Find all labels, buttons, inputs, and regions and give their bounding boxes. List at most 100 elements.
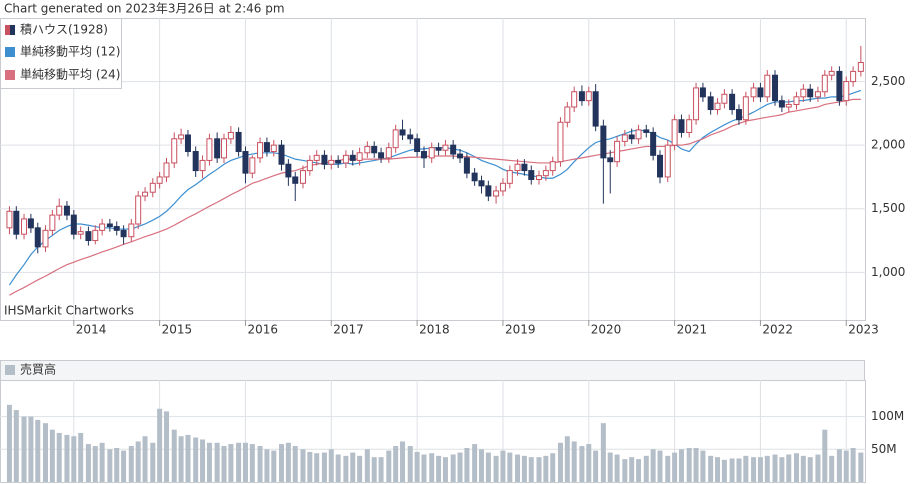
volume-bar: [214, 442, 220, 482]
candle-body: [356, 152, 363, 161]
volume-bar: [343, 455, 349, 482]
volume-bar: [328, 449, 334, 482]
candle-body: [506, 170, 513, 184]
candle-body: [450, 144, 457, 155]
candle-body: [549, 161, 556, 172]
volume-bar: [71, 436, 77, 482]
candle-body: [785, 103, 792, 108]
volume-bar: [135, 441, 141, 482]
candle-body: [714, 102, 721, 111]
volume-bar: [107, 449, 113, 482]
marks-layer: [6, 45, 864, 482]
volume-bar: [314, 453, 320, 482]
volume-bar: [457, 452, 463, 482]
volume-bar: [557, 442, 563, 482]
volume-bar: [643, 455, 649, 482]
candle-body: [92, 229, 99, 242]
candle-body: [407, 134, 414, 140]
x-tick-label: 2021: [677, 323, 708, 337]
candle-body: [321, 154, 328, 165]
candle-body: [828, 70, 835, 76]
candle-body: [227, 131, 234, 140]
candle-body: [70, 214, 77, 235]
volume-bar: [564, 436, 570, 482]
candle-body: [528, 170, 535, 180]
volume-bar: [715, 457, 721, 482]
candle-body: [385, 147, 392, 159]
volume-bar: [829, 455, 835, 482]
candle-body: [120, 229, 127, 238]
volume-bar: [364, 449, 370, 482]
volume-bar: [442, 457, 448, 482]
volume-bar: [629, 457, 635, 482]
candle-body: [693, 87, 700, 121]
candle-body: [678, 119, 685, 133]
candle-body: [671, 119, 678, 146]
candle-body: [521, 163, 528, 172]
candle-body: [557, 121, 564, 163]
x-tick-label: 2018: [419, 323, 450, 337]
x-tick-label: 2017: [333, 323, 364, 337]
volume-bar: [335, 454, 341, 482]
volume-bar: [13, 410, 19, 482]
volume-bar: [772, 454, 778, 482]
volume-bar: [371, 457, 377, 482]
candle-body: [392, 129, 399, 149]
volume-bar: [536, 457, 542, 482]
candle-body: [499, 182, 506, 192]
candle-body: [192, 151, 199, 172]
candle-body: [178, 134, 185, 140]
volume-bar: [721, 459, 727, 482]
candle-body: [742, 96, 749, 121]
volume-bar: [686, 448, 692, 482]
moving-average-line: [8, 89, 862, 286]
x-tick-label: 2016: [247, 323, 278, 337]
candle-body: [635, 129, 642, 140]
source-label: IHSMarkit Chartworks: [4, 304, 134, 318]
candle-body: [850, 70, 857, 83]
volume-bar: [672, 452, 678, 482]
volume-bar: [56, 432, 62, 482]
volume-bar: [414, 451, 420, 482]
candle-body: [156, 176, 163, 184]
volume-bar: [64, 434, 70, 482]
x-tick-label: 2022: [762, 323, 793, 337]
volume-bar: [836, 449, 842, 482]
candle-body: [306, 159, 313, 172]
candle-body: [106, 223, 113, 228]
y-tick-label: 1,500: [871, 201, 905, 215]
volume-bar: [200, 439, 206, 482]
volume-bar: [800, 455, 806, 482]
candle-body: [607, 157, 614, 163]
candle-body: [857, 62, 864, 72]
volume-bar: [407, 446, 413, 482]
volume-bar: [436, 455, 442, 482]
candle-body: [435, 147, 442, 151]
candle-body: [535, 175, 542, 180]
legend-entry: 売買高: [20, 362, 56, 377]
volume-bar: [815, 454, 821, 482]
volume-bar: [386, 450, 392, 482]
volume-bar: [543, 455, 549, 482]
volume-bar: [757, 457, 763, 482]
candle-body: [699, 87, 706, 98]
candle-body: [428, 147, 435, 159]
grid-layer: [0, 18, 866, 482]
candle-body: [378, 152, 385, 159]
candle-body: [764, 74, 771, 98]
volume-bar: [178, 436, 184, 482]
candle-body: [135, 195, 142, 225]
candle-body: [778, 100, 785, 108]
volume-bar: [157, 408, 163, 482]
candle-body: [235, 131, 242, 153]
volume-bar: [128, 446, 134, 482]
volume-bar: [521, 455, 527, 482]
volume-bar: [242, 442, 248, 482]
volume-bar: [807, 457, 813, 482]
volume-bar: [350, 452, 356, 482]
price-frame: [0, 18, 866, 321]
candle-body: [414, 138, 421, 153]
candle-body: [821, 74, 828, 93]
volume-bar: [528, 457, 534, 482]
